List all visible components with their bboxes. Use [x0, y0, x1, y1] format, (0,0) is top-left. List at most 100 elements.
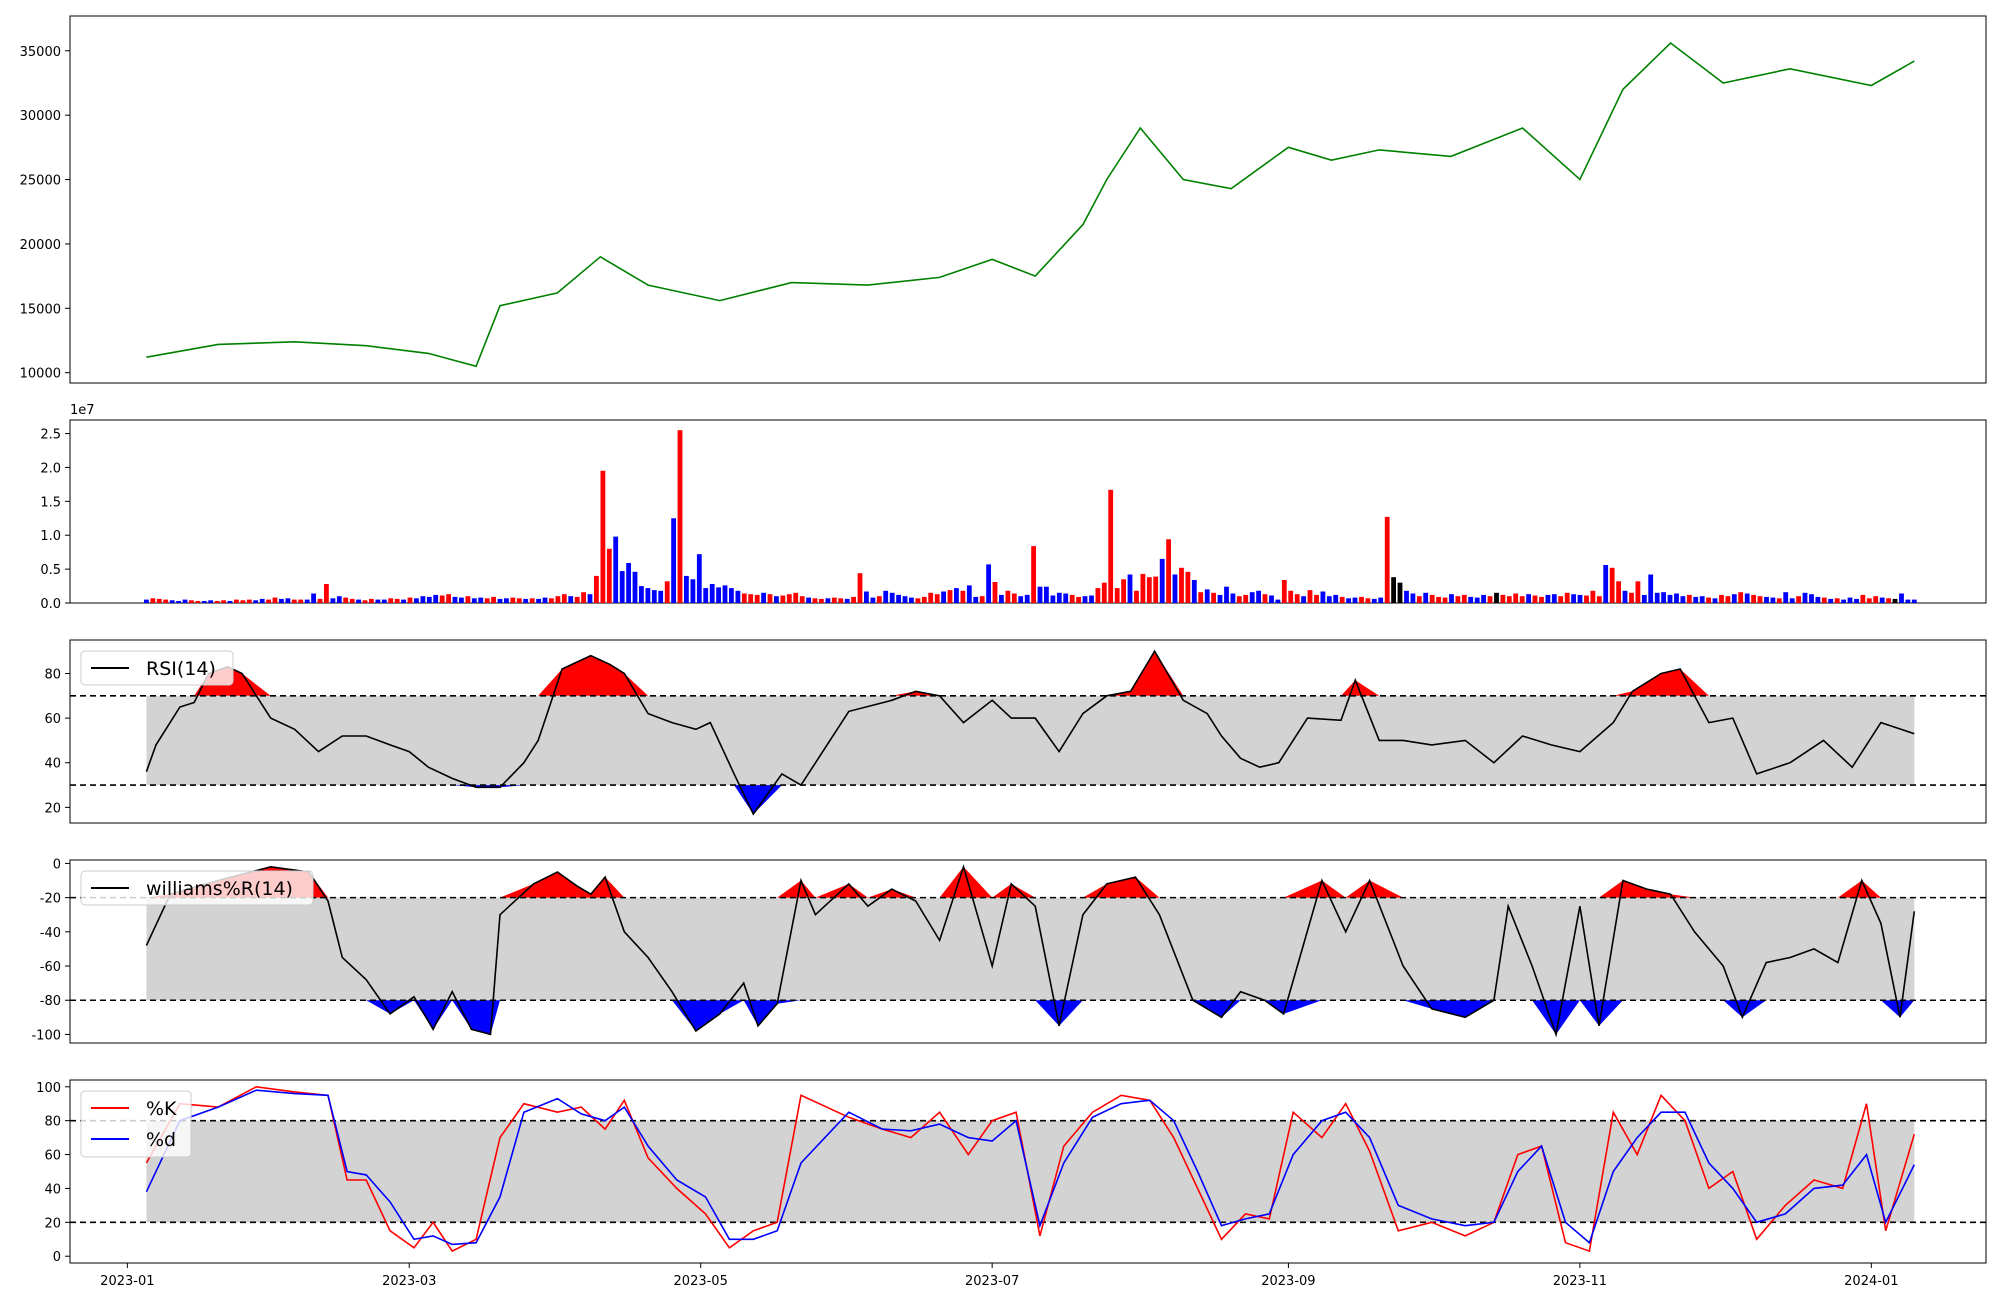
volume-bar — [1140, 573, 1146, 603]
volume-bar — [182, 599, 188, 603]
volume-bar — [1706, 597, 1711, 603]
volume-bar — [1352, 597, 1358, 603]
volume-bar — [947, 590, 953, 603]
volume-bar — [658, 590, 664, 603]
stochastic-panel: 0 20 40 60 80 100 %K %d — [36, 1079, 1987, 1265]
volume-bar — [639, 586, 644, 603]
x-tick-label: 2023-07 — [965, 1274, 1019, 1289]
volume-bar — [311, 593, 316, 603]
x-tick-label: 2023-11 — [1553, 1274, 1607, 1289]
williams-ytick-label: -80 — [40, 994, 61, 1009]
volume-bar — [754, 594, 760, 603]
volume-bar — [1159, 558, 1165, 603]
volume-bar — [163, 599, 169, 603]
volume-offset-label: 1e7 — [70, 403, 95, 418]
stochastic-legend-label: %d — [146, 1129, 176, 1151]
rsi-oversold-fill — [146, 785, 1915, 815]
volume-bar — [1776, 598, 1782, 603]
volume-bar — [786, 594, 792, 603]
volume-bar — [298, 599, 304, 603]
volume-bar — [1609, 567, 1615, 603]
volume-bar — [806, 597, 811, 603]
volume-bar — [1905, 599, 1911, 603]
volume-bar — [529, 598, 535, 603]
volume-bar — [780, 595, 786, 603]
volume-bar — [1751, 594, 1756, 603]
volume-bar — [1648, 574, 1654, 603]
volume-bar — [819, 598, 824, 603]
volume-bar — [1224, 586, 1229, 603]
volume-bar — [896, 594, 901, 603]
volume-bar — [542, 597, 548, 603]
rsi-neutral-band — [146, 695, 1915, 786]
volume-bar — [1616, 581, 1621, 603]
stochastic-ytick-label: 80 — [44, 1115, 61, 1130]
price-frame — [69, 15, 1987, 384]
volume-bar — [979, 596, 985, 603]
volume-bar — [1635, 581, 1641, 603]
volume-bar — [844, 598, 850, 603]
volume-bar — [1866, 598, 1872, 603]
volume-bar — [613, 536, 619, 603]
volume-bar — [259, 598, 265, 603]
volume-bar — [812, 598, 818, 603]
volume-bar — [1179, 567, 1184, 603]
volume-bar — [156, 598, 162, 603]
volume-bar — [195, 601, 201, 603]
volume-bar — [1249, 592, 1255, 603]
volume-bar — [1114, 588, 1120, 603]
volume-bar — [876, 596, 882, 603]
volume-bar — [1789, 598, 1795, 603]
x-tick-label: 2023-01 — [100, 1274, 154, 1289]
volume-bar — [516, 598, 522, 603]
volume-bar — [1526, 594, 1531, 603]
volume-bar — [189, 600, 194, 603]
volume-bar — [1571, 594, 1576, 603]
volume-bar — [651, 590, 657, 603]
volume-bar — [452, 596, 458, 603]
volume-bar — [600, 470, 606, 603]
williams-ytick-label: -40 — [40, 926, 61, 941]
volume-bar — [1185, 571, 1191, 603]
volume-bar — [1796, 596, 1801, 603]
volume-bar — [1204, 589, 1210, 603]
volume-bar — [1256, 590, 1261, 603]
volume-bar — [1847, 597, 1853, 603]
volume-bar — [619, 571, 625, 603]
volume-bar — [420, 596, 426, 603]
volume-bar — [1121, 579, 1126, 603]
volume-bar — [1674, 593, 1679, 603]
volume-bar — [246, 599, 252, 603]
volume-bar — [176, 601, 181, 603]
stochastic-legend-label: %K — [146, 1098, 177, 1120]
volume-bar — [375, 599, 381, 603]
volume-bar — [767, 594, 773, 603]
volume-bar — [1661, 592, 1666, 603]
volume-bar — [1558, 596, 1564, 603]
volume-bar — [1410, 593, 1416, 603]
volume-bar — [1108, 489, 1114, 603]
volume-bar — [928, 592, 934, 603]
stochastic-ytick-label: 60 — [44, 1149, 61, 1164]
volume-bar — [1269, 595, 1274, 603]
volume-bar — [1500, 594, 1506, 603]
volume-bar — [1056, 592, 1062, 603]
volume-bar — [1622, 590, 1628, 603]
volume-bar — [1603, 565, 1609, 603]
volume-bar — [1262, 594, 1268, 603]
price-ytick-label: 20000 — [20, 238, 61, 253]
volume-bar — [1166, 539, 1171, 603]
volume-bar — [1854, 598, 1859, 603]
volume-bar — [1211, 592, 1216, 603]
volume-bar — [407, 597, 413, 603]
price-ytick-label: 10000 — [20, 367, 61, 382]
volume-bar — [144, 599, 149, 603]
volume-bar — [1699, 596, 1705, 603]
x-tick-label: 2023-03 — [382, 1274, 436, 1289]
volume-bar — [1005, 590, 1011, 603]
volume-bar — [632, 571, 638, 603]
volume-bar — [1037, 586, 1043, 603]
volume-bar — [1436, 596, 1441, 603]
volume-bar — [934, 594, 940, 603]
